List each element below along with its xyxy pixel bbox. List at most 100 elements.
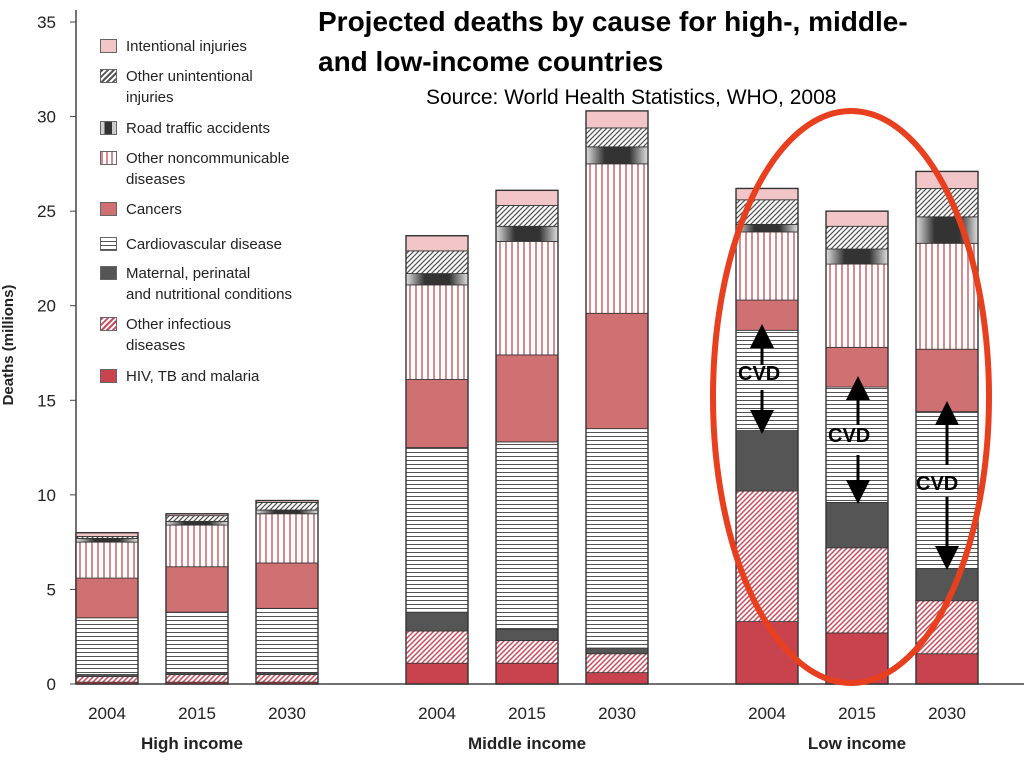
legend-item-hiv-tb-malaria: HIV, TB and malaria [100,366,356,387]
x-tick-label: 2030 [598,704,636,723]
bar-segment [915,653,979,685]
legend-swatch [100,369,117,383]
bar-segment [735,299,799,331]
cvd-annotation-low-2004: CVD [738,363,781,385]
legend-label: Road traffic accidents [126,120,270,137]
legend-swatch [100,266,117,280]
bar-segment [495,662,559,685]
bar-segment [165,611,229,674]
bar-outline [495,189,559,685]
cvd-annotation-low-2015: CVD [828,425,871,447]
bar-segment [255,513,319,564]
bar-segment [585,110,649,129]
bar-outline [915,170,979,685]
x-tick-label: 2015 [508,704,546,723]
bar-segment [495,205,559,227]
group-label: High income [141,734,243,753]
bar-segment [915,568,979,602]
bar-segment [585,653,649,674]
bar-segment [405,379,469,448]
bar-segment [405,250,469,274]
bar-segment [165,566,229,613]
legend-swatch [100,69,117,83]
legend-label: Other infectious diseases [126,316,232,354]
bar-segment [825,263,889,348]
y-axis: 0 5 10 15 20 25 30 35 Deaths (millions) [0,10,1024,694]
bar-segment [825,210,889,227]
legend-item-cardiovascular-disease: Cardiovascular disease [100,234,356,255]
bar-segment [255,502,319,511]
legend-item-other-unintentional-injuries: Other unintentional injuries [100,66,356,108]
bar-segment [735,231,799,301]
bar-segment [75,541,139,579]
group-label: Low income [808,734,906,753]
bar-segment [255,509,319,515]
bar-segment [495,640,559,664]
legend-swatch [100,202,117,216]
bar-segment [495,241,559,356]
legend-item-other-infectious-diseases: Other infectious diseases [100,314,356,356]
bar-outline [405,235,469,685]
bar-segment [915,242,979,350]
bar-segment [405,630,469,664]
bar-segment [255,674,319,683]
bar-segment [165,674,229,683]
legend-swatch [100,39,117,53]
bar-segment [165,515,229,522]
legend-label: Other unintentional injuries [126,68,253,106]
bar-segment [255,607,319,674]
bar-stack [735,187,799,685]
bar-segment [585,127,649,148]
y-tick-label: 15 [37,391,56,410]
bars: 2004 2015 2030 2004 2015 2030 2004 2015 2030 High… [75,110,979,753]
bar-segment [75,577,139,619]
chart-subtitle: Source: World Health Statistics, WHO, 20… [426,86,837,109]
bar-outline [585,110,649,685]
bar-segment [825,502,889,549]
bar-stack [255,499,319,685]
legend-label: Cardiovascular disease [126,236,282,253]
legend-swatch [100,237,117,251]
bar-segment [585,163,649,314]
x-tick-label: 2004 [748,704,786,723]
legend-label: Cancers [126,201,182,218]
bar-segment [585,312,649,430]
x-tick-label: 2030 [928,704,966,723]
y-tick-label: 25 [37,202,56,221]
bar-segment [915,348,979,413]
bar-segment [585,146,649,165]
legend-label: Intentional injuries [126,38,247,55]
bar-outline [735,187,799,685]
bar-segment [405,273,469,286]
cvd-annotation-low-2030: CVD [916,473,959,495]
bar-segment [405,284,469,380]
legend-item-intentional-injuries: Intentional injuries [100,36,356,57]
bar-stack [165,513,229,685]
bar-segment [165,520,229,526]
bar-segment [75,537,139,543]
bar-segment [735,430,799,492]
legend-item-other-noncommunicable-diseases: Other noncommunicable diseases [100,148,356,190]
bar-segment [585,672,649,685]
bar-segment [825,547,889,634]
bar-segment [585,647,649,655]
bar-segment [405,611,469,632]
bar-segment [75,617,139,675]
bar-segment [495,441,559,630]
bar-segment [495,628,559,641]
x-tick-label: 2030 [268,704,306,723]
legend-swatch [100,317,117,331]
bar-segment [165,524,229,568]
legend-item-cancers: Cancers [100,199,356,220]
highlight-ellipse [710,108,992,686]
bar-segment [255,562,319,609]
legend-label: HIV, TB and malaria [126,368,260,385]
annotations [710,108,992,686]
y-tick-label: 10 [37,486,56,505]
legend-swatch [100,121,117,135]
bar-segment [495,354,559,443]
y-tick-label: 35 [37,13,56,32]
x-tick-label: 2015 [838,704,876,723]
bar-stack [75,531,139,685]
